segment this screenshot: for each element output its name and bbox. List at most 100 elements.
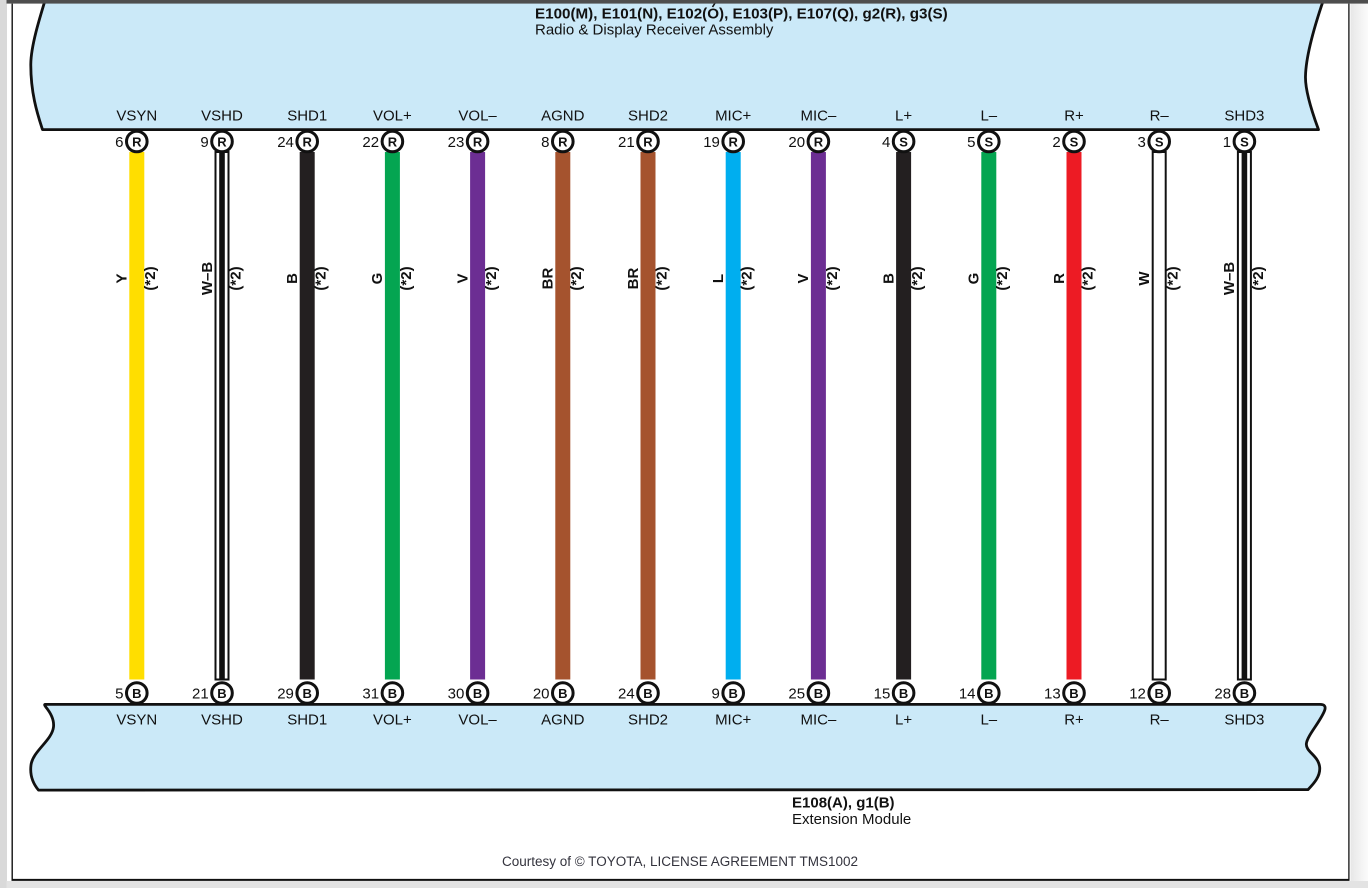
svg-text:R–: R– xyxy=(1150,108,1170,125)
svg-text:SHD3: SHD3 xyxy=(1224,108,1264,125)
svg-text:B: B xyxy=(1155,686,1164,701)
svg-text:SHD1: SHD1 xyxy=(287,712,327,729)
svg-text:S: S xyxy=(1155,134,1164,149)
svg-text:R: R xyxy=(729,134,739,149)
svg-text:20: 20 xyxy=(788,134,805,151)
svg-text:B: B xyxy=(899,686,908,701)
svg-text:(*2): (*2) xyxy=(739,266,756,290)
svg-text:Extension Module: Extension Module xyxy=(792,811,911,828)
svg-text:S: S xyxy=(1070,134,1079,149)
svg-text:R: R xyxy=(473,134,483,149)
svg-text:13: 13 xyxy=(1044,685,1061,702)
svg-text:SHD3: SHD3 xyxy=(1224,712,1264,729)
svg-text:14: 14 xyxy=(959,685,976,702)
svg-text:22: 22 xyxy=(362,134,379,151)
svg-text:R: R xyxy=(217,134,227,149)
svg-text:MIC+: MIC+ xyxy=(715,108,751,125)
svg-text:24: 24 xyxy=(618,685,635,702)
svg-text:VSYN: VSYN xyxy=(116,712,157,729)
svg-text:SHD2: SHD2 xyxy=(628,108,668,125)
svg-text:30: 30 xyxy=(448,685,465,702)
svg-text:R–: R– xyxy=(1150,712,1170,729)
svg-text:B: B xyxy=(558,686,567,701)
svg-text:(*2): (*2) xyxy=(994,266,1011,290)
svg-text:5: 5 xyxy=(115,685,123,702)
svg-text:VOL+: VOL+ xyxy=(373,712,412,729)
svg-text:W–B: W–B xyxy=(199,262,216,296)
svg-text:VOL–: VOL– xyxy=(458,712,497,729)
svg-text:R: R xyxy=(558,134,568,149)
svg-text:9: 9 xyxy=(712,685,720,702)
svg-text:MIC+: MIC+ xyxy=(715,712,751,729)
svg-text:B: B xyxy=(1069,686,1078,701)
svg-text:VSYN: VSYN xyxy=(116,108,157,125)
svg-text:(*2): (*2) xyxy=(1079,266,1096,290)
svg-text:29: 29 xyxy=(277,685,294,702)
svg-text:23: 23 xyxy=(448,134,465,151)
svg-text:24: 24 xyxy=(277,134,294,151)
svg-text:W: W xyxy=(1136,271,1153,286)
svg-text:VOL–: VOL– xyxy=(458,108,497,125)
svg-text:(*2): (*2) xyxy=(568,266,585,290)
svg-text:L: L xyxy=(710,274,727,283)
svg-text:W–B: W–B xyxy=(1221,262,1238,296)
svg-text:R: R xyxy=(643,134,653,149)
svg-text:1: 1 xyxy=(1223,134,1231,151)
svg-text:B: B xyxy=(473,686,482,701)
svg-text:L–: L– xyxy=(980,712,997,729)
svg-text:AGND: AGND xyxy=(541,108,585,125)
svg-text:VOL+: VOL+ xyxy=(373,108,412,125)
svg-text:(*2): (*2) xyxy=(1250,266,1267,290)
svg-text:R+: R+ xyxy=(1064,108,1084,125)
svg-text:B: B xyxy=(132,686,141,701)
svg-text:MIC–: MIC– xyxy=(800,108,836,125)
svg-text:L+: L+ xyxy=(895,712,912,729)
svg-text:V: V xyxy=(454,273,471,283)
svg-text:R: R xyxy=(1051,273,1068,284)
svg-text:B: B xyxy=(729,686,738,701)
svg-text:VSHD: VSHD xyxy=(201,712,243,729)
svg-text:25: 25 xyxy=(788,685,805,702)
svg-text:(*2): (*2) xyxy=(483,266,500,290)
svg-text:AGND: AGND xyxy=(541,712,585,729)
svg-text:Radio & Display Receiver Assem: Radio & Display Receiver Assembly xyxy=(535,22,774,39)
svg-text:(*2): (*2) xyxy=(909,266,926,290)
svg-text:4: 4 xyxy=(882,134,890,151)
svg-text:S: S xyxy=(1240,134,1249,149)
svg-text:31: 31 xyxy=(362,685,379,702)
svg-text:(*2): (*2) xyxy=(824,266,841,290)
svg-text:Courtesy of © TOYOTA, LICENSE: Courtesy of © TOYOTA, LICENSE AGREEMENT … xyxy=(502,854,858,869)
svg-text:E108(A), g1(B): E108(A), g1(B) xyxy=(792,795,895,812)
svg-text:(*2): (*2) xyxy=(1165,266,1182,290)
svg-text:(*2): (*2) xyxy=(142,266,159,290)
svg-text:B: B xyxy=(217,686,226,701)
svg-text:BR: BR xyxy=(625,268,642,290)
svg-text:8: 8 xyxy=(541,134,549,151)
svg-text:G: G xyxy=(369,273,386,285)
svg-text:21: 21 xyxy=(192,685,209,702)
svg-text:5: 5 xyxy=(967,134,975,151)
svg-text:(*2): (*2) xyxy=(653,266,670,290)
svg-text:B: B xyxy=(1240,686,1249,701)
svg-text:28: 28 xyxy=(1214,685,1231,702)
svg-text:L–: L– xyxy=(980,108,997,125)
svg-text:3: 3 xyxy=(1138,134,1146,151)
svg-text:SHD1: SHD1 xyxy=(287,108,327,125)
svg-text:B: B xyxy=(643,686,652,701)
svg-text:R: R xyxy=(814,134,824,149)
svg-text:21: 21 xyxy=(618,134,635,151)
svg-text:BR: BR xyxy=(540,268,557,290)
svg-text:9: 9 xyxy=(200,134,208,151)
svg-text:B: B xyxy=(284,273,301,284)
svg-text:R: R xyxy=(303,134,313,149)
svg-text:Y: Y xyxy=(114,273,131,283)
svg-text:19: 19 xyxy=(703,134,720,151)
svg-text:12: 12 xyxy=(1129,685,1146,702)
svg-text:SHD2: SHD2 xyxy=(628,712,668,729)
svg-text:B: B xyxy=(984,686,993,701)
svg-text:R+: R+ xyxy=(1064,712,1084,729)
svg-text:VSHD: VSHD xyxy=(201,108,243,125)
svg-text:B: B xyxy=(388,686,397,701)
svg-text:(*2): (*2) xyxy=(313,266,330,290)
svg-text:S: S xyxy=(899,134,908,149)
